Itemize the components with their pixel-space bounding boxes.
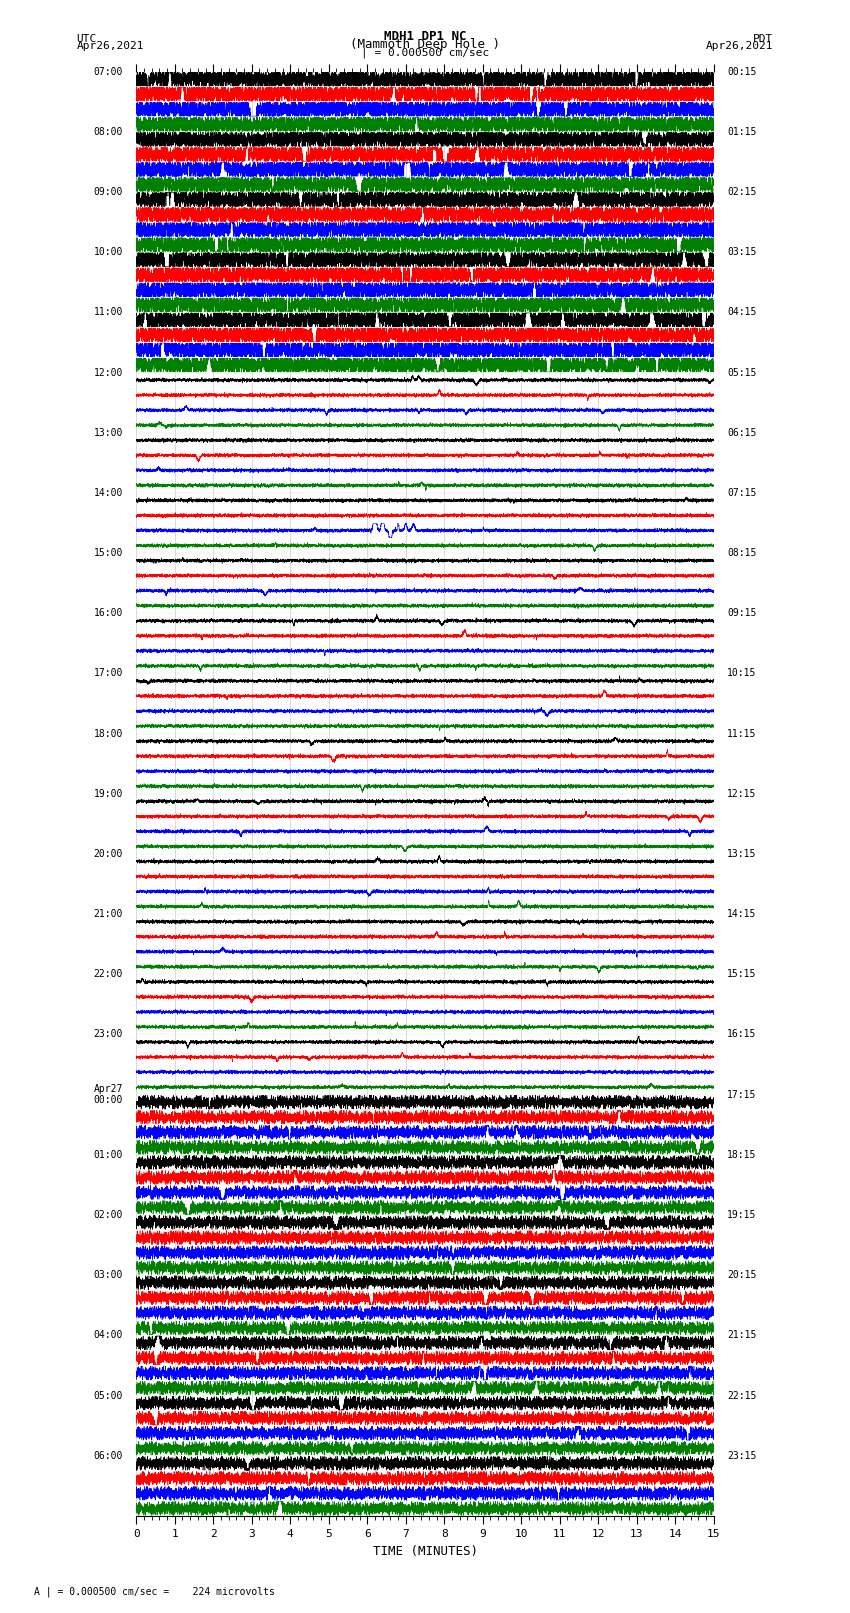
- Text: 08:00: 08:00: [94, 127, 122, 137]
- Text: 13:15: 13:15: [728, 848, 756, 860]
- Text: 07:00: 07:00: [94, 66, 122, 76]
- Text: 18:15: 18:15: [728, 1150, 756, 1160]
- Text: 01:00: 01:00: [94, 1150, 122, 1160]
- Text: 18:00: 18:00: [94, 729, 122, 739]
- Text: 19:00: 19:00: [94, 789, 122, 798]
- Text: 00:15: 00:15: [728, 66, 756, 76]
- Text: 09:15: 09:15: [728, 608, 756, 618]
- Text: 09:00: 09:00: [94, 187, 122, 197]
- Text: 16:15: 16:15: [728, 1029, 756, 1039]
- Text: 07:15: 07:15: [728, 487, 756, 498]
- Text: 02:00: 02:00: [94, 1210, 122, 1219]
- Text: 19:15: 19:15: [728, 1210, 756, 1219]
- Text: 03:15: 03:15: [728, 247, 756, 256]
- Text: 16:00: 16:00: [94, 608, 122, 618]
- Text: 21:15: 21:15: [728, 1331, 756, 1340]
- Text: 17:00: 17:00: [94, 668, 122, 679]
- Text: 06:15: 06:15: [728, 427, 756, 437]
- Text: 03:00: 03:00: [94, 1269, 122, 1281]
- Text: 23:00: 23:00: [94, 1029, 122, 1039]
- Text: 22:15: 22:15: [728, 1390, 756, 1400]
- Text: 20:00: 20:00: [94, 848, 122, 860]
- Text: Apr27
00:00: Apr27 00:00: [94, 1084, 122, 1105]
- Text: UTC: UTC: [76, 34, 97, 44]
- Text: 15:00: 15:00: [94, 548, 122, 558]
- Text: Apr26,2021: Apr26,2021: [706, 40, 774, 50]
- Text: (Mammoth Deep Hole ): (Mammoth Deep Hole ): [350, 37, 500, 50]
- Text: 12:00: 12:00: [94, 368, 122, 377]
- Text: 21:00: 21:00: [94, 910, 122, 919]
- Text: 22:00: 22:00: [94, 969, 122, 979]
- Text: A | = 0.000500 cm/sec =    224 microvolts: A | = 0.000500 cm/sec = 224 microvolts: [34, 1586, 275, 1597]
- Text: 05:00: 05:00: [94, 1390, 122, 1400]
- Text: 13:00: 13:00: [94, 427, 122, 437]
- Text: 11:15: 11:15: [728, 729, 756, 739]
- Text: Apr26,2021: Apr26,2021: [76, 40, 144, 50]
- Text: 23:15: 23:15: [728, 1450, 756, 1461]
- Text: 14:15: 14:15: [728, 910, 756, 919]
- Text: 02:15: 02:15: [728, 187, 756, 197]
- Text: 05:15: 05:15: [728, 368, 756, 377]
- Text: 14:00: 14:00: [94, 487, 122, 498]
- Text: MDH1 DP1 NC: MDH1 DP1 NC: [383, 29, 467, 44]
- Text: 10:00: 10:00: [94, 247, 122, 256]
- Text: 15:15: 15:15: [728, 969, 756, 979]
- Text: PDT: PDT: [753, 34, 774, 44]
- Text: 04:15: 04:15: [728, 308, 756, 318]
- Text: 20:15: 20:15: [728, 1269, 756, 1281]
- Text: 06:00: 06:00: [94, 1450, 122, 1461]
- X-axis label: TIME (MINUTES): TIME (MINUTES): [372, 1545, 478, 1558]
- Text: 11:00: 11:00: [94, 308, 122, 318]
- Text: | = 0.000500 cm/sec: | = 0.000500 cm/sec: [361, 47, 489, 58]
- Text: 17:15: 17:15: [728, 1090, 756, 1100]
- Text: 10:15: 10:15: [728, 668, 756, 679]
- Text: 04:00: 04:00: [94, 1331, 122, 1340]
- Text: 01:15: 01:15: [728, 127, 756, 137]
- Text: 08:15: 08:15: [728, 548, 756, 558]
- Text: 12:15: 12:15: [728, 789, 756, 798]
